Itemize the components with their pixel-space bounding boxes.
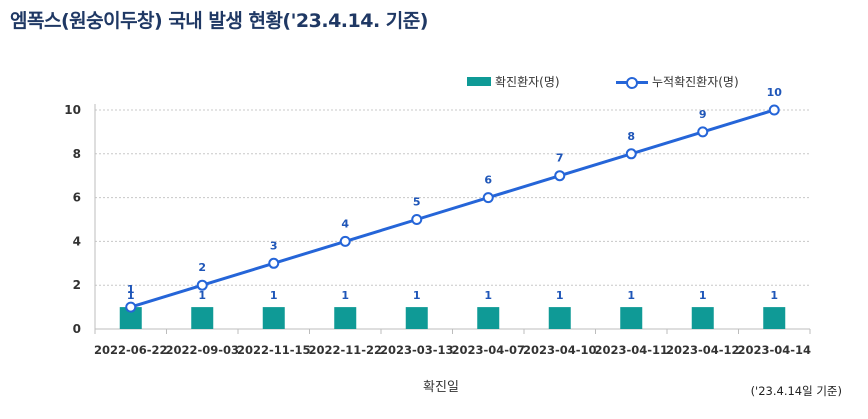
bar-data-label: 1 (627, 289, 635, 302)
bar-new-cases (405, 307, 428, 329)
y-tick-label: 8 (73, 147, 81, 161)
cumulative-point (125, 301, 137, 313)
cumulative-point (339, 235, 351, 247)
y-tick-label: 0 (73, 322, 81, 336)
x-tick-label: 2023-04-10 (523, 343, 597, 357)
cumulative-data-label: 5 (413, 196, 421, 209)
cumulative-point (268, 257, 280, 269)
cumulative-point (697, 126, 709, 138)
x-tick-label: 2023-03-13 (380, 343, 454, 357)
reference-date-note: ('23.4.14일 기준) (750, 384, 842, 398)
legend-label-bar: 확진환자(명) (495, 75, 560, 89)
bar-data-label: 1 (556, 289, 564, 302)
cumulative-data-label: 1 (127, 283, 135, 296)
bar-data-label: 1 (270, 289, 278, 302)
legend-line-marker (626, 77, 638, 89)
bar-new-cases (763, 307, 786, 329)
bar-data-label: 1 (699, 289, 707, 302)
cumulative-data-label: 7 (556, 152, 564, 165)
chart-title: 엠폭스(원숭이두창) 국내 발생 현황('23.4.14. 기준) (10, 10, 428, 32)
cumulative-data-label: 4 (341, 217, 349, 230)
bar-new-cases (620, 307, 643, 329)
bar-data-label: 1 (198, 289, 206, 302)
bar-new-cases (334, 307, 357, 329)
x-tick-label: 2022-11-15 (237, 343, 311, 357)
bar-data-label: 1 (770, 289, 778, 302)
bar-new-cases (262, 307, 285, 329)
cumulative-data-label: 2 (198, 261, 206, 274)
cumulative-point (625, 148, 637, 160)
cumulative-data-label: 10 (767, 86, 783, 99)
x-tick-label: 2023-04-14 (737, 343, 811, 357)
cumulative-line (130, 108, 775, 309)
bar-new-cases (191, 307, 214, 329)
x-tick-label: 2023-04-07 (451, 343, 525, 357)
cumulative-point (411, 214, 423, 225)
cumulative-point (196, 279, 208, 291)
y-tick-label: 6 (73, 191, 81, 205)
bar-new-cases (548, 307, 571, 329)
x-tick-label: 2023-04-12 (666, 343, 740, 357)
bar-data-label: 1 (341, 289, 349, 302)
x-tick-label: 2022-11-22 (308, 343, 382, 357)
y-tick-label: 4 (73, 234, 81, 248)
y-tick-label: 2 (73, 278, 81, 292)
x-tick-label: 2022-06-22 (94, 343, 168, 357)
cumulative-data-label: 3 (270, 239, 278, 252)
legend-bar-swatch (467, 77, 491, 86)
cumulative-data-label: 8 (627, 130, 635, 143)
bar-data-label: 1 (413, 289, 421, 302)
bar-data-label: 1 (484, 289, 492, 302)
y-tick-label: 10 (64, 103, 81, 117)
bar-new-cases (691, 307, 714, 329)
x-tick-label: 2022-09-03 (165, 343, 239, 357)
bar-new-cases (477, 307, 500, 329)
cumulative-point (768, 104, 780, 116)
cumulative-data-label: 9 (699, 108, 707, 121)
cumulative-data-label: 6 (484, 174, 492, 187)
cumulative-point (554, 170, 566, 182)
legend-label-line: 누적확진환자(명) (652, 75, 739, 89)
x-axis-title: 확진일 (423, 380, 459, 395)
bar-new-cases (119, 307, 142, 329)
x-tick-label: 2023-04-11 (594, 343, 668, 357)
cumulative-point (482, 192, 494, 204)
bar-data-label: 1 (127, 289, 135, 302)
